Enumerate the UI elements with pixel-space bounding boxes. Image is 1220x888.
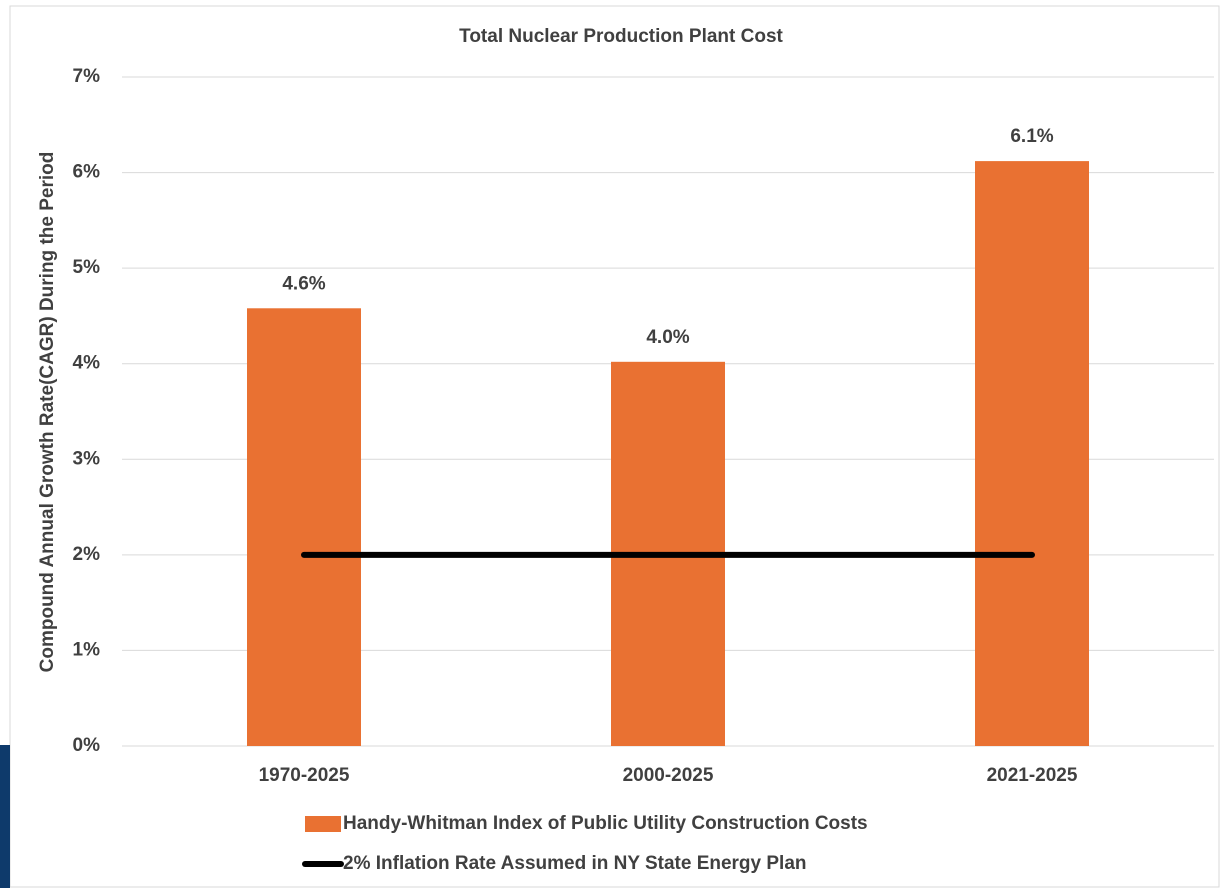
bar [975, 161, 1089, 747]
y-axis-label: Compound Annual Growth Rate(CAGR) During… [37, 152, 58, 673]
x-tick-label: 2000-2025 [623, 765, 714, 786]
y-tick-label: 4% [73, 353, 101, 374]
chart-title: Total Nuclear Production Plant Cost [459, 26, 783, 47]
y-tick-label: 7% [73, 66, 101, 87]
legend-label: 2% Inflation Rate Assumed in NY State En… [343, 853, 807, 874]
y-tick-label: 1% [73, 639, 101, 660]
chart-border [9, 5, 1220, 888]
data-label: 4.6% [282, 273, 325, 294]
y-tick-label: 3% [73, 448, 101, 469]
y-tick-label: 0% [73, 735, 101, 756]
x-tick-label: 1970-2025 [259, 765, 350, 786]
data-label: 4.0% [646, 327, 689, 348]
y-tick-label: 2% [73, 544, 101, 565]
legend-swatch [305, 816, 341, 832]
bar [247, 308, 361, 746]
y-tick-label: 6% [73, 162, 101, 183]
y-tick-label: 5% [73, 257, 101, 278]
legend-label: Handy-Whitman Index of Public Utility Co… [343, 813, 868, 834]
side-stripe [0, 745, 10, 888]
data-label: 6.1% [1010, 126, 1053, 147]
x-tick-label: 2021-2025 [987, 765, 1078, 786]
